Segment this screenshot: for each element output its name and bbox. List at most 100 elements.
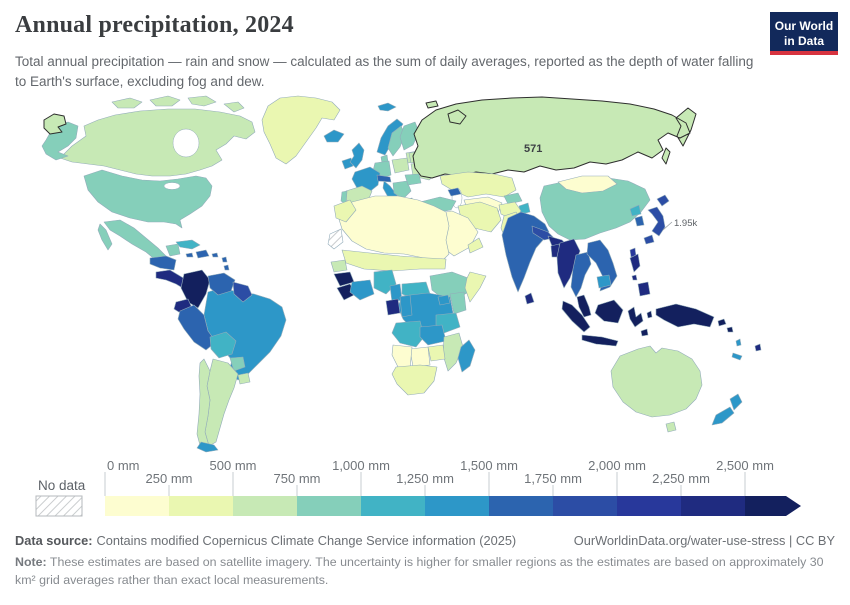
country-sweden[interactable] bbox=[387, 125, 406, 157]
country-western-sahara-no-data[interactable] bbox=[327, 228, 344, 250]
country-finland[interactable] bbox=[399, 121, 420, 151]
country-sri-lanka[interactable] bbox=[524, 292, 535, 305]
country-ivory-coast-ghana[interactable] bbox=[349, 279, 375, 301]
country-switzerland-austria[interactable] bbox=[376, 174, 392, 183]
hudson-bay bbox=[172, 128, 200, 158]
country-lesser-antilles[interactable] bbox=[211, 252, 230, 271]
country-ireland[interactable] bbox=[341, 157, 354, 170]
country-venezuela[interactable] bbox=[207, 272, 236, 296]
country-fiji[interactable] bbox=[754, 343, 762, 352]
footer-note: Note: These estimates are based on satel… bbox=[15, 554, 835, 590]
country-japan[interactable] bbox=[643, 194, 670, 245]
legend-bin-1[interactable] bbox=[169, 496, 233, 516]
country-sumatra[interactable] bbox=[561, 300, 591, 333]
legend-bin-5[interactable] bbox=[425, 496, 489, 516]
country-sulawesi[interactable] bbox=[627, 306, 644, 328]
country-russia-chukotka[interactable] bbox=[43, 113, 67, 135]
country-solomon-islands[interactable] bbox=[717, 318, 734, 333]
country-canadian-arctic[interactable] bbox=[111, 95, 245, 113]
country-caucasus[interactable] bbox=[447, 187, 462, 197]
country-north-africa[interactable] bbox=[337, 195, 450, 262]
country-somalia[interactable] bbox=[464, 271, 487, 303]
country-kenya[interactable] bbox=[449, 291, 467, 315]
legend-bin-7[interactable] bbox=[553, 496, 617, 516]
country-congo[interactable] bbox=[399, 294, 413, 318]
country-namibia[interactable] bbox=[391, 344, 413, 370]
country-uganda[interactable] bbox=[437, 294, 451, 306]
legend-bin-0[interactable] bbox=[105, 496, 169, 516]
country-guyanas[interactable] bbox=[232, 281, 253, 303]
country-gabon[interactable] bbox=[385, 298, 401, 316]
country-new-zealand-south[interactable] bbox=[711, 406, 735, 426]
country-south-africa[interactable] bbox=[391, 364, 438, 396]
country-canada[interactable] bbox=[59, 108, 256, 177]
country-franz-josef-land[interactable] bbox=[425, 100, 439, 109]
country-cambodia[interactable] bbox=[596, 274, 612, 289]
legend-bin-2[interactable] bbox=[233, 496, 297, 516]
country-poland[interactable] bbox=[391, 157, 410, 174]
country-australia[interactable] bbox=[610, 345, 703, 418]
country-china[interactable] bbox=[539, 176, 651, 241]
country-java[interactable] bbox=[581, 334, 619, 347]
country-south-korea[interactable] bbox=[634, 215, 645, 227]
legend-bin-3[interactable] bbox=[297, 496, 361, 516]
country-malaysia-peninsula[interactable] bbox=[576, 294, 592, 318]
country-new-zealand-north[interactable] bbox=[729, 393, 743, 411]
country-borneo[interactable] bbox=[594, 299, 624, 324]
country-papua-new-guinea[interactable] bbox=[655, 303, 715, 328]
country-botswana[interactable] bbox=[409, 346, 431, 368]
country-guinea[interactable] bbox=[333, 271, 355, 287]
legend-bin-8[interactable] bbox=[617, 496, 681, 516]
country-morocco[interactable] bbox=[333, 199, 357, 223]
country-usa[interactable] bbox=[83, 169, 213, 229]
country-cuba[interactable] bbox=[175, 239, 201, 250]
legend-tick-label: 1,500 mm bbox=[460, 460, 518, 473]
country-tasmania[interactable] bbox=[665, 421, 677, 433]
map-legend: No data 0 mm 500 mm 1,000 mm 1,500 mm 2,000 … bbox=[0, 458, 850, 518]
country-baja-california[interactable] bbox=[97, 223, 113, 251]
legend-bin-9[interactable] bbox=[681, 496, 745, 516]
country-north-korea[interactable] bbox=[629, 204, 642, 217]
country-jamaica[interactable] bbox=[185, 252, 194, 258]
country-svalbard[interactable] bbox=[377, 102, 397, 112]
country-uruguay[interactable] bbox=[237, 372, 251, 385]
country-united-kingdom[interactable] bbox=[349, 142, 365, 169]
country-ethiopia-south-sudan[interactable] bbox=[429, 271, 473, 299]
country-patagonia-south[interactable] bbox=[196, 441, 219, 453]
country-russia[interactable] bbox=[412, 96, 697, 179]
legend-bin-10[interactable] bbox=[745, 496, 801, 516]
country-philippines[interactable] bbox=[629, 253, 651, 297]
country-mongolia[interactable] bbox=[557, 175, 618, 194]
country-zimbabwe[interactable] bbox=[427, 344, 446, 362]
country-france[interactable] bbox=[351, 166, 381, 194]
country-zambia[interactable] bbox=[419, 324, 447, 346]
data-source-text: Contains modified Copernicus Climate Cha… bbox=[96, 533, 517, 548]
country-bolivia[interactable] bbox=[209, 331, 237, 359]
country-india[interactable] bbox=[501, 211, 550, 293]
country-myanmar[interactable] bbox=[556, 238, 581, 289]
legend-bin-6[interactable] bbox=[489, 496, 553, 516]
country-balkans[interactable] bbox=[392, 180, 412, 200]
country-norway[interactable] bbox=[376, 118, 404, 156]
country-colombia[interactable] bbox=[180, 269, 211, 309]
owid-url-link[interactable]: OurWorldinData.org/water-use-stress | CC… bbox=[573, 533, 835, 548]
country-vanuatu[interactable] bbox=[735, 338, 742, 347]
country-sahel[interactable] bbox=[341, 249, 447, 272]
country-romania[interactable] bbox=[404, 173, 422, 186]
legend-no-data-swatch[interactable] bbox=[35, 495, 83, 517]
country-guatemala-honduras[interactable] bbox=[149, 255, 177, 271]
country-madagascar[interactable] bbox=[457, 339, 476, 373]
country-senegal[interactable] bbox=[330, 259, 348, 273]
country-iceland[interactable] bbox=[323, 129, 345, 143]
country-angola[interactable] bbox=[391, 320, 425, 348]
country-greenland[interactable] bbox=[261, 95, 341, 165]
chart-subtitle: Total annual precipitation — rain and sn… bbox=[15, 54, 754, 90]
country-oman-yemen[interactable] bbox=[467, 237, 484, 254]
country-kyrgyzstan-tajikistan[interactable] bbox=[503, 192, 523, 205]
legend-bin-4[interactable] bbox=[361, 496, 425, 516]
country-paraguay[interactable] bbox=[229, 356, 246, 372]
footer-note-label: Note: bbox=[15, 555, 47, 569]
country-new-caledonia[interactable] bbox=[731, 352, 743, 361]
country-hispaniola[interactable] bbox=[195, 249, 210, 259]
country-moluccas[interactable] bbox=[640, 310, 653, 337]
